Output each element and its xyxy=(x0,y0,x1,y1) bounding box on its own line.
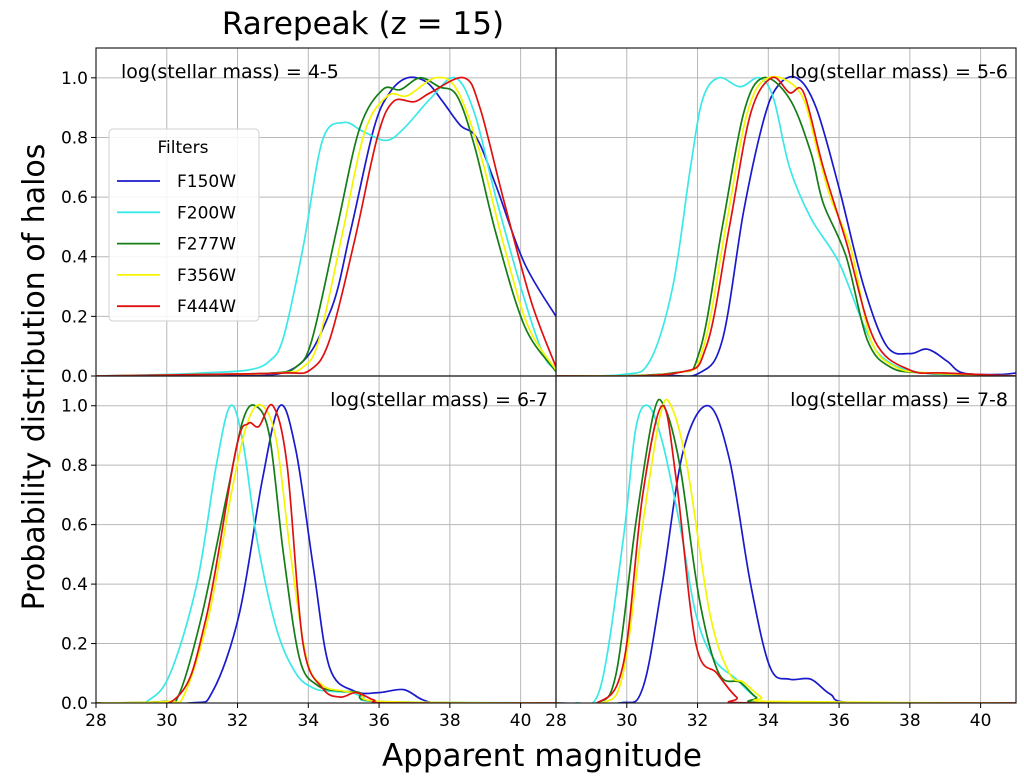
legend-label: F150W xyxy=(177,172,236,192)
legend: Filters F150W F200W F277W F356W F444W xyxy=(108,128,260,322)
y-tick-label: 0.6 xyxy=(61,188,88,208)
y-tick-label: 0.0 xyxy=(61,694,88,714)
y-tick-label: 1.0 xyxy=(61,397,88,417)
panel-label: log(stellar mass) = 6-7 xyxy=(330,389,548,411)
series-line-f150w xyxy=(556,75,1016,376)
legend-item-f150w: F150W xyxy=(117,172,236,192)
y-tick-label: 0.6 xyxy=(61,516,88,536)
x-tick-label: 36 xyxy=(368,711,390,731)
x-tick-label: 40 xyxy=(970,711,992,731)
x-tick-label: 38 xyxy=(439,711,461,731)
series-line-f356w xyxy=(96,403,556,703)
x-tick-label: 36 xyxy=(828,711,850,731)
x-tick-label: 30 xyxy=(616,711,638,731)
y-tick-label: 0.8 xyxy=(61,128,88,148)
x-tick-label: 28 xyxy=(85,711,107,731)
x-tick-label: 34 xyxy=(297,711,319,731)
x-tick-label: 30 xyxy=(156,711,178,731)
x-tick-label: 38 xyxy=(899,711,921,731)
y-tick-label: 0.4 xyxy=(61,575,88,595)
series-line-f277w xyxy=(96,404,556,703)
panel-frame xyxy=(555,375,1017,704)
y-tick-label: 0.8 xyxy=(61,456,88,476)
legend-box xyxy=(108,128,260,322)
y-tick-label: 0.2 xyxy=(61,307,88,327)
y-tick-label: 1.0 xyxy=(61,69,88,89)
series-line-f356w xyxy=(556,76,1016,376)
series-line-f200w xyxy=(556,76,1016,376)
legend-item-f444w: F444W xyxy=(117,297,236,317)
legend-label: F200W xyxy=(177,203,236,223)
legend-label: F277W xyxy=(177,235,236,255)
legend-label: F444W xyxy=(177,297,236,317)
legend-item-f200w: F200W xyxy=(117,203,236,223)
series-line-f150w xyxy=(556,404,1016,703)
x-tick-label: 28 xyxy=(545,711,567,731)
series-line-f444w xyxy=(96,76,556,376)
series-line-f150w xyxy=(96,404,556,703)
legend-item-f277w: F277W xyxy=(117,235,236,255)
panel-label: log(stellar mass) = 4-5 xyxy=(121,61,339,83)
series-line-f277w xyxy=(556,398,1016,703)
series-line-f444w xyxy=(556,76,1016,376)
legend-title: Filters xyxy=(158,138,209,158)
panel-3: log(stellar mass) = 6-7 0.0 0.2 0.4 0.6 0.8 1.… xyxy=(61,375,557,731)
series-line-f277w xyxy=(556,76,1016,376)
series-line-f444w xyxy=(96,403,556,703)
series-line-f200w xyxy=(96,404,556,703)
series-line-f356w xyxy=(556,398,1016,703)
x-tick-label: 32 xyxy=(227,711,249,731)
panel-label: log(stellar mass) = 7-8 xyxy=(790,389,1008,411)
y-tick-label: 0.4 xyxy=(61,248,88,268)
x-tick-label: 34 xyxy=(757,711,779,731)
chart-title: Rarepeak (z = 15) xyxy=(222,6,504,42)
y-axis-label: Probability distribution of halos xyxy=(17,144,52,611)
series-line-f200w xyxy=(96,76,556,376)
x-tick-label: 40 xyxy=(510,711,532,731)
x-tick-label: 32 xyxy=(687,711,709,731)
legend-label: F356W xyxy=(177,266,236,286)
panel-4: log(stellar mass) = 7-8 28 30 32 34 36 38 40 xyxy=(545,375,1017,731)
panel-frame xyxy=(555,47,1017,377)
panel-2: log(stellar mass) = 5-6 xyxy=(555,47,1017,377)
y-tick-label: 0.2 xyxy=(61,635,88,655)
y-tick-label: 0.0 xyxy=(61,367,88,387)
panel-label: log(stellar mass) = 5-6 xyxy=(790,61,1008,83)
legend-item-f356w: F356W xyxy=(117,266,236,286)
x-axis-label: Apparent magnitude xyxy=(382,738,702,774)
